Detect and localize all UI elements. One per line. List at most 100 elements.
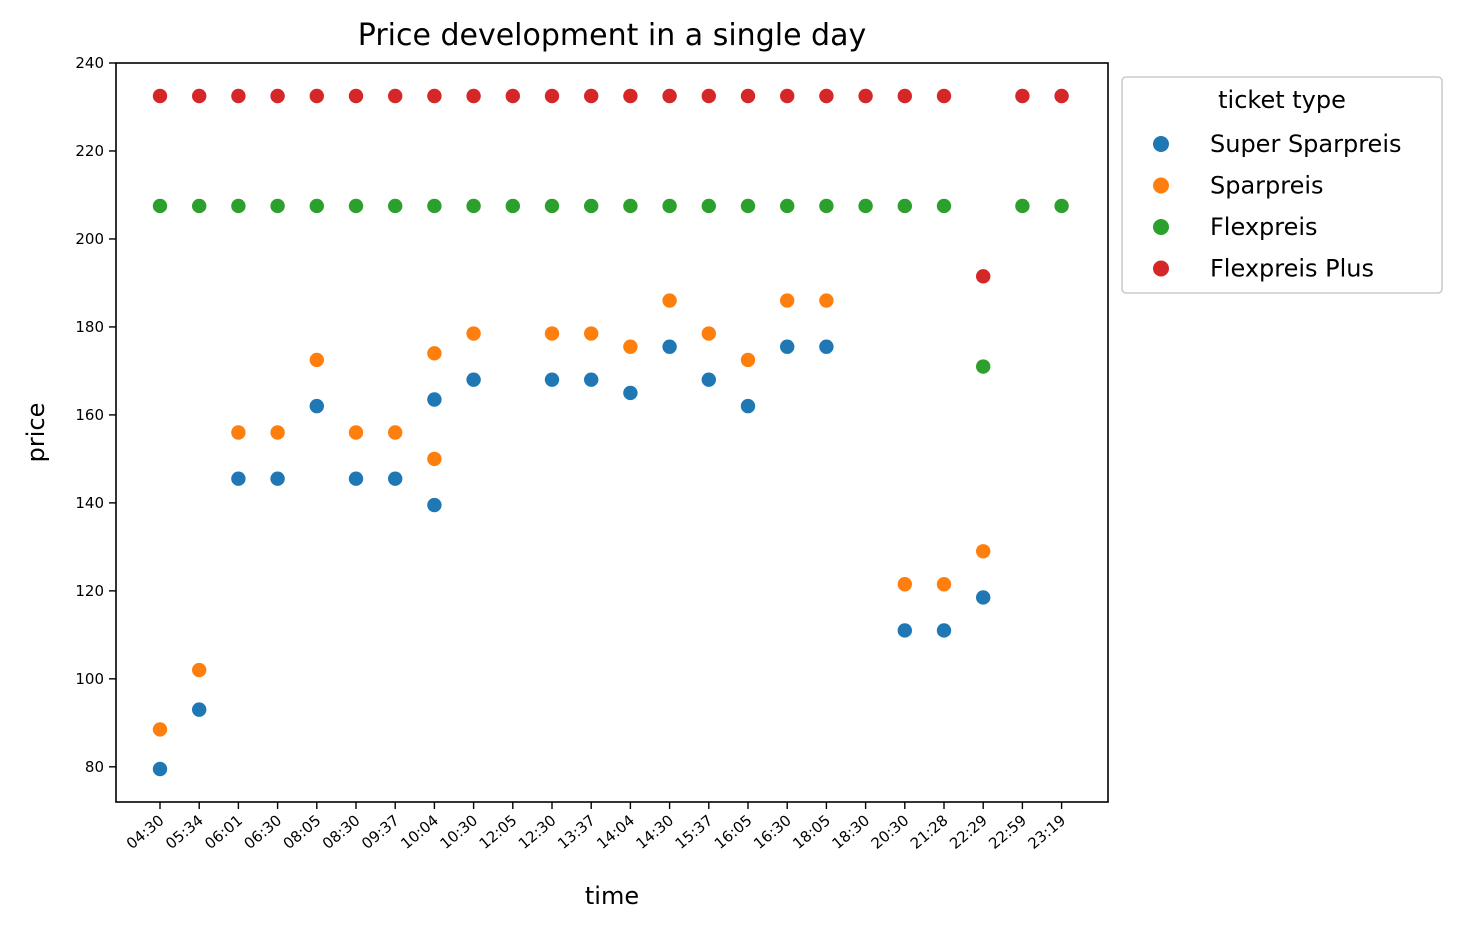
data-point xyxy=(192,662,207,678)
data-point xyxy=(388,198,403,214)
y-tick-label: 160 xyxy=(75,406,104,424)
data-point xyxy=(662,339,677,354)
data-point xyxy=(858,198,873,214)
y-tick-label: 140 xyxy=(75,494,104,512)
data-point xyxy=(505,198,520,214)
legend-entry-label: Flexpreis xyxy=(1210,213,1318,241)
data-point xyxy=(270,88,285,104)
x-tick-label: 18:05 xyxy=(789,811,834,853)
x-tick-label: 16:05 xyxy=(711,811,756,853)
data-point xyxy=(192,198,207,214)
x-tick-label: 12:30 xyxy=(515,811,560,853)
data-point xyxy=(388,471,403,486)
data-point xyxy=(466,326,481,341)
data-point xyxy=(897,623,912,638)
points-layer xyxy=(152,88,1069,777)
data-point xyxy=(309,398,324,414)
data-point xyxy=(740,352,756,368)
legend-marker xyxy=(1153,260,1169,277)
legend-marker xyxy=(1153,219,1169,235)
plot-frame xyxy=(115,62,1109,803)
y-axis-label: price xyxy=(22,403,50,463)
data-point xyxy=(427,497,442,513)
x-tick-label: 06:30 xyxy=(240,811,285,853)
data-point xyxy=(270,471,285,486)
y-tick-label: 80 xyxy=(85,758,104,776)
data-point xyxy=(231,88,246,104)
x-tick-label: 14:30 xyxy=(632,811,677,853)
legend: ticket type Super Sparpreis Sparpreis Flex… xyxy=(1121,76,1443,294)
chart-title: Price development in a single day xyxy=(358,18,867,53)
data-point xyxy=(152,761,168,777)
x-tick-label: 06:01 xyxy=(201,811,246,853)
data-point xyxy=(701,326,716,341)
data-point xyxy=(740,398,756,414)
y-tick-label: 180 xyxy=(75,318,104,336)
data-point xyxy=(466,372,481,387)
data-point xyxy=(427,451,442,467)
data-point xyxy=(348,88,364,104)
x-tick-label: 18:30 xyxy=(828,811,873,853)
data-point xyxy=(662,198,677,214)
x-tick-label: 05:34 xyxy=(162,811,207,853)
data-point xyxy=(231,198,246,214)
x-tick-label: 12:05 xyxy=(476,811,521,853)
data-point xyxy=(348,425,364,440)
data-point xyxy=(936,577,952,592)
data-point xyxy=(1054,88,1069,104)
data-point xyxy=(309,352,324,368)
data-point xyxy=(819,198,834,214)
data-point xyxy=(701,88,716,104)
data-point xyxy=(231,425,246,440)
x-tick-label: 10:04 xyxy=(397,811,442,853)
data-point xyxy=(897,198,912,214)
data-point xyxy=(427,392,442,407)
data-point xyxy=(701,372,716,387)
x-tick-label: 13:37 xyxy=(554,811,599,853)
data-point xyxy=(544,372,560,387)
data-point xyxy=(231,471,246,486)
data-point xyxy=(623,88,638,104)
data-point xyxy=(466,88,481,104)
x-tick-label: 22:59 xyxy=(985,811,1030,853)
data-point xyxy=(544,326,560,341)
x-tick-label: 08:05 xyxy=(280,811,325,853)
x-tick-label: 14:04 xyxy=(593,811,638,853)
x-tick-label: 21:28 xyxy=(907,811,952,853)
y-tick-label: 120 xyxy=(75,582,104,600)
x-tick-label: 16:30 xyxy=(750,811,795,853)
data-point xyxy=(819,88,834,104)
data-point xyxy=(662,88,677,104)
data-point xyxy=(152,88,168,104)
legend-box xyxy=(1121,76,1443,294)
data-point xyxy=(858,88,873,104)
data-point xyxy=(662,293,677,308)
legend-marker xyxy=(1153,136,1169,152)
x-tick-label: 08:30 xyxy=(319,811,364,853)
data-point xyxy=(544,198,560,214)
x-tick-label: 20:30 xyxy=(868,811,913,853)
data-point xyxy=(584,88,599,104)
data-point xyxy=(309,198,324,214)
data-point xyxy=(584,326,599,341)
legend-entry-label: Super Sparpreis xyxy=(1210,130,1402,158)
data-point xyxy=(584,198,599,214)
data-point xyxy=(780,198,795,214)
data-point xyxy=(309,88,324,104)
x-axis-label: time xyxy=(585,882,639,910)
data-point xyxy=(388,88,403,104)
legend-marker xyxy=(1153,177,1169,194)
data-point xyxy=(1015,198,1030,214)
y-tick-label: 220 xyxy=(75,142,104,160)
data-point xyxy=(897,577,912,592)
data-point xyxy=(740,88,756,104)
data-point xyxy=(780,339,795,354)
x-tick-label: 10:30 xyxy=(436,811,481,853)
data-point xyxy=(544,88,560,104)
y-tick-label: 200 xyxy=(75,230,104,248)
data-point xyxy=(270,425,285,440)
data-point xyxy=(936,88,952,104)
data-point xyxy=(976,269,991,284)
x-tick-label: 04:30 xyxy=(123,811,168,853)
data-point xyxy=(623,339,638,354)
